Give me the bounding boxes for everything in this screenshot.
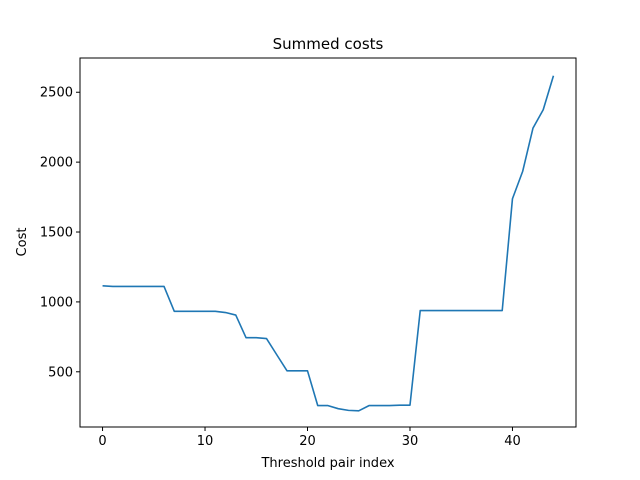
y-tick-label: 2500 (40, 86, 73, 101)
chart-title: Summed costs (273, 35, 384, 53)
y-tick-label: 1000 (40, 295, 73, 310)
x-axis-label: Threshold pair index (260, 456, 394, 471)
plot-area (102, 75, 555, 412)
series-line-0 (102, 75, 555, 412)
x-tick-label: 10 (197, 434, 214, 449)
axes-frame (79, 57, 577, 428)
x-tick-label: 20 (299, 434, 316, 449)
y-axis-label: Cost (15, 228, 30, 257)
x-tick-label: 0 (98, 434, 106, 449)
axis-ticks: 0 10 20 30 40 500 1000 1500 2000 2500 (40, 86, 521, 449)
y-tick-label: 2000 (40, 156, 73, 171)
y-tick-label: 1500 (40, 226, 73, 241)
x-tick-label: 40 (504, 434, 521, 449)
y-tick-label: 500 (48, 365, 73, 380)
x-tick-label: 30 (402, 434, 419, 449)
